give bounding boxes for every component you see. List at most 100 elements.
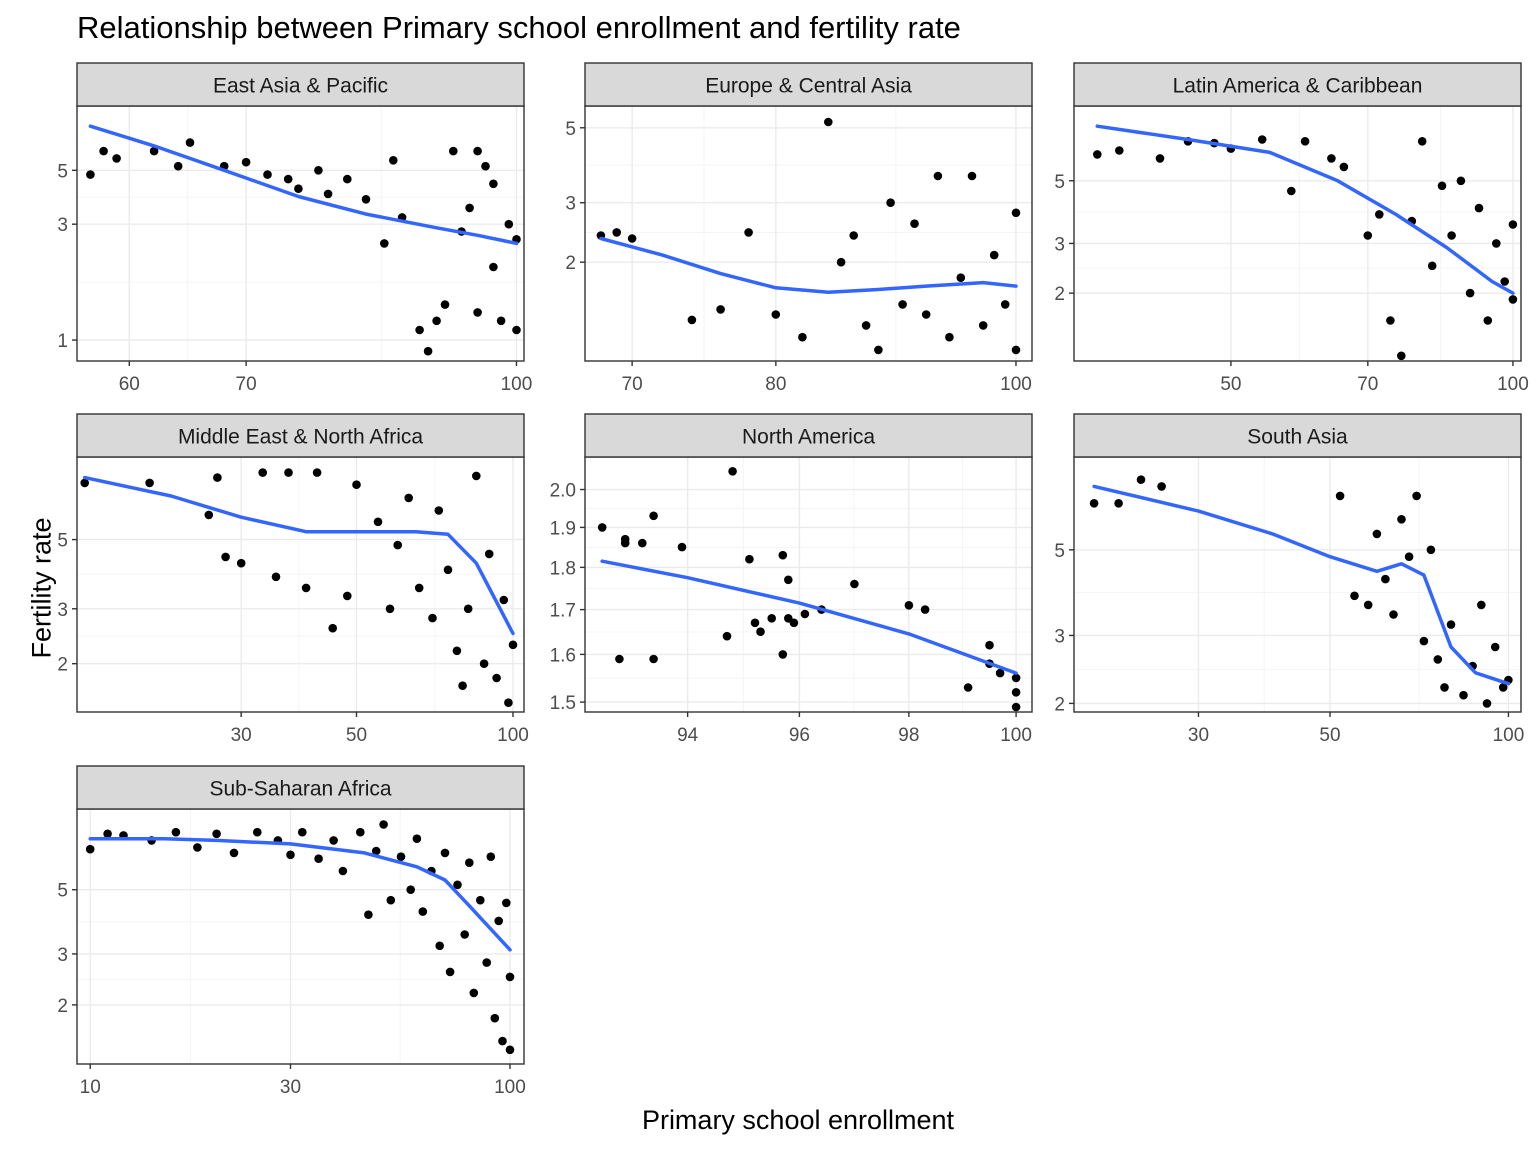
data-point [412,834,422,843]
panel-background [585,457,1032,712]
data-point [1339,162,1349,172]
data-point [298,827,307,837]
data-point [212,829,221,839]
data-point [1381,574,1390,584]
data-point [945,332,954,342]
data-point [512,325,521,335]
data-point [789,618,799,628]
data-point [508,640,518,650]
data-point [861,321,871,330]
data-point [486,852,496,861]
data-point [312,468,322,477]
data-point [995,668,1005,678]
data-point [597,523,607,532]
data-point [1011,673,1021,683]
data-point [967,171,977,181]
data-point [473,146,482,156]
data-point [414,583,424,593]
data-point [1136,475,1146,485]
data-point [343,174,352,184]
data-point [921,310,931,319]
data-point [1508,295,1518,304]
data-point [476,895,485,905]
data-point [356,827,365,837]
y-tick-label: 1.8 [550,558,576,579]
y-tick-label: 1.5 [550,693,576,714]
y-tick-label: 1.6 [550,645,576,666]
facet-strip [1073,413,1522,458]
data-point [1257,135,1267,144]
x-tick-label: 100 [1493,725,1525,746]
data-point [920,605,930,614]
data-point [1446,620,1456,629]
data-point [798,332,807,342]
facet-strip [1073,62,1522,107]
smooth-line [599,236,1018,294]
data-point [504,219,514,229]
data-point [615,654,624,664]
data-point [1011,688,1021,697]
x-tick-label: 98 [898,725,919,746]
data-point [744,228,753,237]
y-tick-label: 2 [565,253,576,274]
data-point [1459,690,1468,700]
smooth-line [1092,484,1511,686]
data-point [1412,491,1421,501]
data-point [638,538,647,548]
y-tick-label: 3 [57,215,68,236]
data-point [722,631,732,641]
facet-sub-saharan-africa: Sub-Saharan Africa 2 3 5 10 30 100 [57,765,526,1098]
panel-background [585,106,1032,361]
data-point [193,843,202,852]
data-point [490,1013,500,1023]
data-point [800,609,810,619]
data-point [465,858,474,867]
data-point [473,308,482,317]
data-point [373,517,383,527]
data-point [824,117,833,127]
facet-strip-label: Latin America & Caribbean [1173,75,1423,98]
data-point [1093,150,1102,159]
x-tick-label: 30 [280,1077,301,1098]
facet-strip-label: Middle East & North Africa [178,426,423,449]
data-point [80,478,89,488]
data-point [1114,499,1123,508]
data-point [1363,231,1373,240]
data-point [492,673,501,683]
data-point [1397,351,1406,361]
data-point [428,613,437,623]
data-point [396,852,406,861]
data-point [404,493,414,503]
data-point [1492,239,1501,248]
data-point [463,604,473,614]
facet-strip-label: Europe & Central Asia [705,75,912,98]
data-point [221,552,230,562]
x-tick-label: 50 [1220,374,1241,395]
data-point [389,156,398,165]
data-point [380,239,389,248]
data-point [1465,288,1475,298]
data-point [1335,491,1345,501]
data-point [904,601,914,610]
data-point [771,310,781,319]
x-tick-label: 50 [346,725,367,746]
data-point [627,234,637,243]
chart-title: Relationship between Primary school enro… [77,10,961,45]
panel-background [1074,457,1521,712]
data-point [1350,591,1359,601]
data-point [1419,636,1429,646]
data-point [756,627,765,636]
data-point [504,698,513,707]
y-tick-label: 3 [1054,234,1065,255]
data-point [229,848,239,858]
data-point [386,895,396,905]
data-point [1500,277,1509,286]
x-tick-label: 100 [494,1077,526,1098]
data-point [849,231,858,240]
data-point [956,273,966,283]
data-point [767,614,776,623]
data-point [284,468,293,477]
data-point [1300,137,1310,146]
data-point [1011,702,1021,712]
